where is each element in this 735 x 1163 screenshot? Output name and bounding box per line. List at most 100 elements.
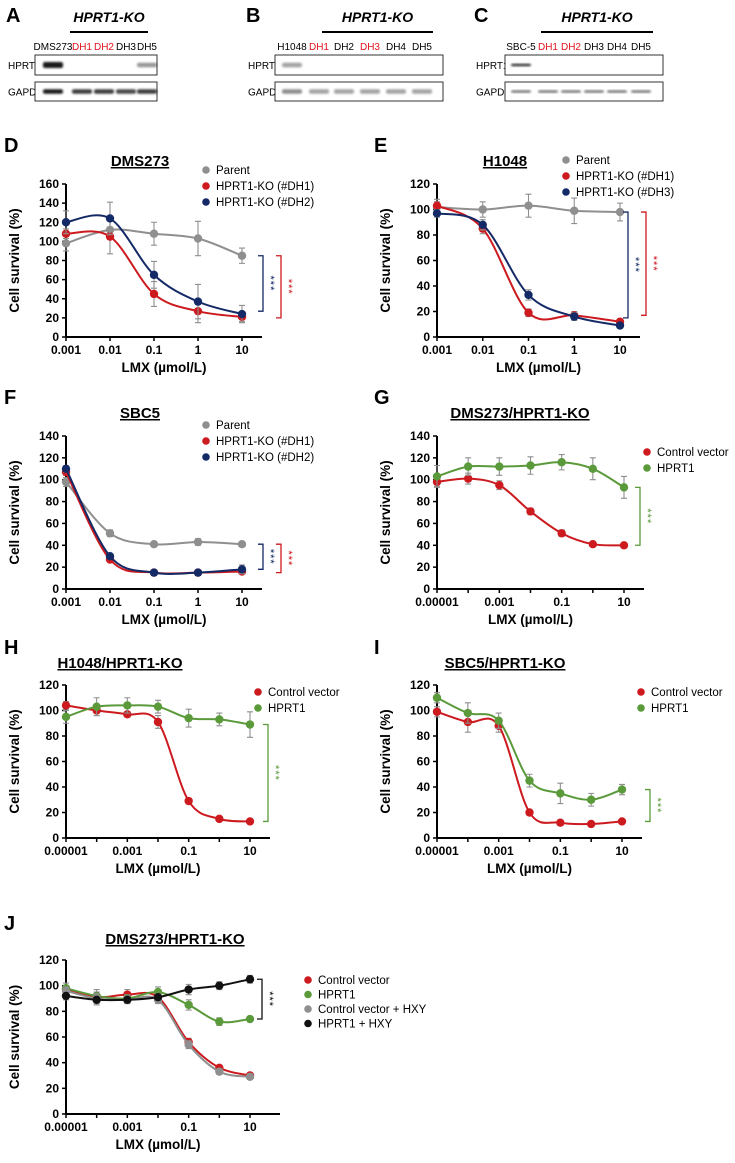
y-tick-label: 120 (39, 451, 59, 465)
x-tick-label: 10 (235, 595, 249, 609)
lane-label: DH3 (584, 42, 604, 53)
significance-stars: *** (651, 798, 663, 814)
data-point (557, 458, 566, 467)
significance-bracket (258, 255, 264, 312)
legend-label: HPRT1-KO (#DH1) (216, 436, 314, 448)
lane-label: DH5 (137, 42, 157, 53)
legend-marker (304, 1005, 312, 1013)
panel-label-C: C (474, 5, 488, 27)
lane-label: DH5 (412, 42, 432, 53)
x-tick-label: 1 (195, 343, 202, 357)
data-point (215, 1017, 224, 1026)
blot-band (584, 90, 604, 93)
legend-marker (637, 688, 645, 696)
data-point (61, 464, 71, 473)
x-tick-label: 10 (617, 595, 631, 609)
significance-bracket (258, 543, 264, 570)
data-point (524, 201, 533, 210)
significance-bracket (623, 211, 629, 319)
legend-marker (304, 990, 312, 999)
lane-label: DH4 (607, 42, 627, 53)
x-axis-label: LMX (µmol/L) (496, 360, 581, 375)
series-hprt1-ko-dh2- (61, 464, 247, 577)
legend-label: Control vector (318, 975, 390, 987)
data-point (245, 720, 255, 729)
data-point (153, 717, 163, 727)
y-tick-label: 100 (39, 473, 59, 487)
x-tick-label: 0.1 (180, 844, 197, 858)
y-axis-label: Cell survival (%) (7, 709, 22, 813)
x-tick-label: 0.00001 (44, 1120, 88, 1134)
blot-membrane (274, 81, 444, 102)
y-tick-label: 60 (417, 254, 431, 268)
row-label-hprt1: HPRT1 (248, 61, 281, 72)
significance-stars: *** (263, 991, 275, 1007)
x-tick-label: 0.01 (98, 343, 122, 357)
y-axis-label: Cell survival (%) (378, 709, 393, 813)
chart-j: J DMS273/HPRT1-KO 0 20 40 60 80 100 120 0.00001 0.… (4, 913, 427, 1152)
y-tick-label: 40 (46, 1056, 60, 1070)
x-tick-label: 0.1 (180, 1120, 197, 1134)
significance-bracket (257, 978, 263, 1020)
data-point (184, 1040, 193, 1049)
series-hprt1 (432, 454, 629, 499)
blot-band (412, 89, 432, 94)
data-point (153, 993, 163, 1002)
y-tick-label: 100 (39, 234, 59, 248)
series-parent (432, 193, 625, 225)
x-tick-label: 0.01 (471, 343, 495, 357)
blot-band (43, 89, 63, 94)
significance-stars: *** (641, 508, 653, 524)
data-point (556, 789, 565, 798)
data-point (588, 539, 598, 549)
legend-label: HPRT1 (651, 703, 689, 715)
legend-label: Control vector (268, 687, 340, 699)
legend-marker (304, 976, 312, 984)
data-point (524, 308, 533, 317)
chart-d: D DMS273 0 20 40 60 80 100 120 140 160 0.001 0.01 0.1… (4, 135, 314, 375)
chart-title: H1048/HPRT1-KO (57, 655, 182, 672)
data-point (215, 981, 224, 990)
data-point (617, 785, 627, 794)
data-point (61, 477, 71, 487)
x-tick-label: 0.001 (51, 343, 81, 357)
x-axis-label: LMX (µmol/L) (488, 612, 573, 627)
row-label-gapdh: GAPDH (8, 88, 44, 99)
y-tick-label: 20 (46, 1081, 60, 1095)
data-point (526, 461, 535, 470)
significance-bracket (276, 255, 282, 319)
data-point (105, 214, 115, 223)
data-point (149, 289, 159, 299)
blot-band (282, 89, 302, 94)
significance-stars: *** (647, 256, 659, 272)
legend-marker (643, 448, 651, 456)
y-tick-label: 80 (417, 495, 431, 509)
y-tick-label: 80 (46, 495, 60, 509)
data-point (557, 529, 566, 538)
legend-label: HPRT1-KO (#DH2) (216, 197, 314, 209)
x-tick-label: 0.001 (112, 844, 142, 858)
data-point (619, 541, 629, 550)
y-tick-label: 100 (410, 704, 430, 718)
data-point (432, 707, 442, 716)
series-hprt1-ko-dh1- (432, 201, 625, 326)
series-control-vector (432, 706, 627, 829)
y-tick-label: 120 (410, 678, 430, 692)
data-point (432, 472, 442, 481)
lane-label: DH4 (386, 42, 406, 53)
legend-label: Parent (216, 165, 251, 177)
data-point (463, 708, 473, 718)
data-point (525, 808, 534, 817)
ko-group-label: HPRT1-KO (561, 9, 632, 25)
x-tick-label: 0.1 (552, 844, 569, 858)
series-hprt1-hxy (61, 974, 255, 1006)
data-point (61, 218, 71, 227)
data-point (153, 702, 163, 711)
legend-marker (202, 421, 210, 429)
significance-stars: *** (282, 279, 294, 295)
significance-bracket (263, 723, 269, 823)
y-tick-label: 0 (423, 330, 430, 344)
y-tick-label: 160 (39, 177, 59, 191)
data-point (193, 234, 203, 243)
significance-bracket (645, 788, 651, 823)
